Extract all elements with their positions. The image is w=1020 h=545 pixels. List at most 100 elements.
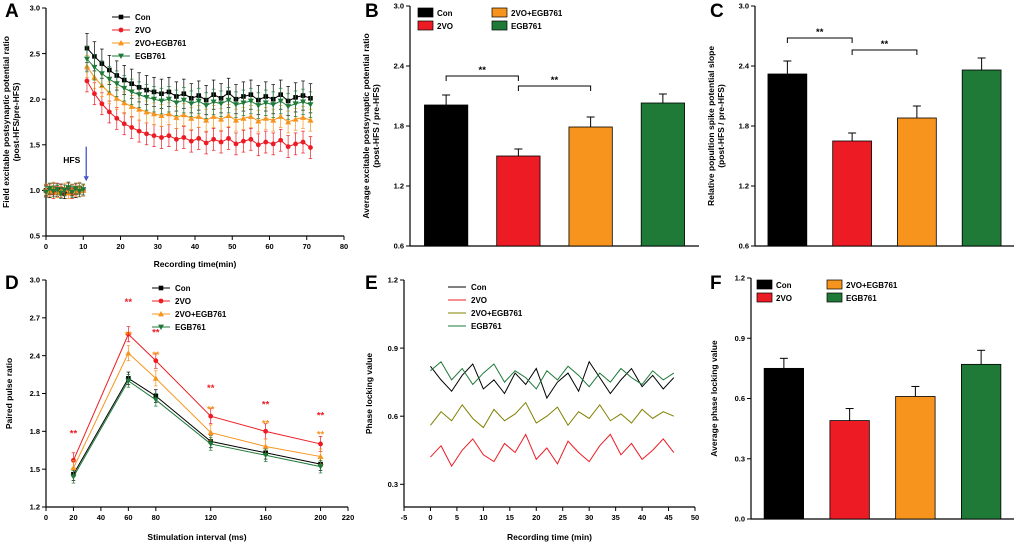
svg-text:220: 220 bbox=[342, 513, 355, 522]
svg-text:2VO: 2VO bbox=[437, 22, 453, 31]
svg-text:2VO: 2VO bbox=[135, 26, 151, 35]
svg-text:(post-HFS / pre-HFS): (post-HFS / pre-HFS) bbox=[716, 84, 726, 168]
svg-text:10: 10 bbox=[79, 242, 87, 251]
svg-text:80: 80 bbox=[340, 242, 348, 251]
svg-text:40: 40 bbox=[191, 242, 199, 251]
panel-letter-d: D bbox=[5, 273, 19, 294]
svg-text:60: 60 bbox=[265, 242, 273, 251]
svg-text:2VO: 2VO bbox=[175, 297, 191, 306]
svg-text:70: 70 bbox=[303, 242, 311, 251]
svg-text:2.7: 2.7 bbox=[30, 314, 40, 323]
svg-text:EGB761: EGB761 bbox=[135, 52, 166, 61]
svg-text:45: 45 bbox=[664, 513, 672, 522]
svg-text:2.0: 2.0 bbox=[30, 95, 40, 104]
svg-text:1.2: 1.2 bbox=[735, 274, 745, 283]
legend: Con 2VO 2VO+EGB761 EGB761 bbox=[152, 284, 227, 332]
svg-text:-5: -5 bbox=[401, 513, 408, 522]
svg-text:EGB761: EGB761 bbox=[846, 294, 877, 303]
svg-text:Average phase locking value: Average phase locking value bbox=[709, 340, 719, 457]
svg-text:2.1: 2.1 bbox=[30, 389, 40, 398]
svg-text:40: 40 bbox=[638, 513, 646, 522]
svg-text:40: 40 bbox=[97, 513, 105, 522]
svg-text:60: 60 bbox=[124, 513, 132, 522]
svg-text:1.8: 1.8 bbox=[30, 427, 40, 436]
chart-average-phase-locking-bar: 0.0 0.3 0.6 0.9 1.2 Average phase locking val… bbox=[709, 274, 1014, 524]
svg-text:0.0: 0.0 bbox=[735, 515, 745, 524]
plot-data bbox=[767, 57, 1002, 247]
svg-text:Con: Con bbox=[175, 284, 191, 293]
panel-letter-c: C bbox=[710, 1, 724, 22]
svg-text:80: 80 bbox=[152, 513, 160, 522]
svg-text:EGB761: EGB761 bbox=[471, 322, 502, 331]
axes: 1.2 1.5 1.8 2.1 2.4 2.7 3.0 0 20 40 60 80 120 160 200 2… bbox=[4, 276, 354, 542]
svg-text:Relative popultion spike poten: Relative popultion spike potential slope bbox=[706, 46, 716, 206]
svg-text:1.2: 1.2 bbox=[739, 182, 749, 191]
svg-text:2VO+EGB761: 2VO+EGB761 bbox=[471, 309, 523, 318]
svg-text:3.0: 3.0 bbox=[394, 2, 404, 11]
svg-text:**: ** bbox=[317, 430, 325, 441]
legend: Con 2VO 2VO+EGB761 EGB761 bbox=[112, 13, 187, 61]
svg-text:EGB761: EGB761 bbox=[511, 22, 542, 31]
svg-text:160: 160 bbox=[259, 513, 272, 522]
svg-text:2VO+EGB761: 2VO+EGB761 bbox=[846, 281, 898, 290]
chart-population-spike-bar: 0.6 1.2 1.8 2.4 3.0 Relative popultion spike … bbox=[706, 2, 1014, 251]
panel-c: C 0.6 1.2 1.8 2.4 3.0 Relative popultion spik… bbox=[705, 0, 1020, 272]
panel-e: E 0.3 0.6 0.9 1.2 -5 0 5 10 15 20 25 30 35 40 45 50 Reco… bbox=[360, 272, 705, 545]
svg-text:0.9: 0.9 bbox=[388, 344, 398, 353]
svg-text:EGB761: EGB761 bbox=[175, 323, 206, 332]
svg-text:1.2: 1.2 bbox=[394, 182, 404, 191]
svg-text:Con: Con bbox=[471, 283, 487, 292]
svg-text:**: ** bbox=[70, 428, 78, 439]
axes: 0.5 1.0 1.5 2.0 2.5 3.0 0 10 20 30 40 50 60 70 80 Recor… bbox=[1, 4, 348, 269]
panel-b: B 0.6 1.2 1.8 2.4 3.0 Average excitable posts… bbox=[360, 0, 705, 272]
svg-text:**: ** bbox=[479, 65, 487, 76]
svg-text:**: ** bbox=[816, 27, 824, 38]
svg-text:5: 5 bbox=[455, 513, 459, 522]
svg-text:**: ** bbox=[881, 39, 889, 50]
chart-phase-locking-timecourse: 0.3 0.6 0.9 1.2 -5 0 5 10 15 20 25 30 35 40 45 50 Record… bbox=[364, 276, 699, 542]
svg-text:HFS: HFS bbox=[63, 155, 80, 165]
svg-text:0.5: 0.5 bbox=[30, 232, 40, 241]
chart-paired-pulse-ratio: 1.2 1.5 1.8 2.1 2.4 2.7 3.0 0 20 40 60 80 120 160 200 2… bbox=[4, 276, 354, 542]
svg-text:Recording time(min): Recording time(min) bbox=[154, 259, 237, 269]
svg-text:200: 200 bbox=[314, 513, 327, 522]
annotations: HFS bbox=[63, 146, 89, 182]
svg-text:Con: Con bbox=[135, 13, 151, 22]
svg-text:**: ** bbox=[317, 411, 325, 422]
svg-text:2VO+EGB761: 2VO+EGB761 bbox=[175, 310, 227, 319]
svg-text:**: ** bbox=[125, 330, 133, 341]
svg-text:(post-HFS / pre-HFS): (post-HFS / pre-HFS) bbox=[371, 84, 381, 168]
svg-text:3.0: 3.0 bbox=[30, 4, 40, 13]
svg-text:35: 35 bbox=[611, 513, 619, 522]
svg-text:**: ** bbox=[152, 350, 160, 361]
legend: Con 2VO 2VO+EGB761 EGB761 bbox=[417, 7, 563, 31]
svg-text:3.0: 3.0 bbox=[30, 276, 40, 285]
svg-text:**: ** bbox=[207, 404, 215, 415]
legend: Con 2VO 2VO+EGB761 EGB761 bbox=[756, 279, 898, 303]
chart-average-epsp-bar: 0.6 1.2 1.8 2.4 3.0 Average excitable postsyn… bbox=[361, 2, 699, 251]
svg-text:Recording time (min): Recording time (min) bbox=[507, 532, 592, 542]
svg-text:1.2: 1.2 bbox=[30, 503, 40, 512]
svg-text:20: 20 bbox=[532, 513, 540, 522]
svg-text:2.5: 2.5 bbox=[30, 49, 40, 58]
annotations: ** ** bbox=[445, 65, 592, 91]
plot-data bbox=[70, 326, 324, 484]
svg-text:0: 0 bbox=[44, 242, 48, 251]
svg-text:0.9: 0.9 bbox=[735, 334, 745, 343]
svg-text:Average excitable postsynaptic: Average excitable postsynaptic potential… bbox=[361, 33, 371, 218]
plot-data bbox=[424, 93, 685, 247]
plot-data bbox=[430, 360, 675, 468]
svg-text:Stimulation interval (ms): Stimulation interval (ms) bbox=[147, 532, 246, 542]
svg-text:2.4: 2.4 bbox=[30, 351, 41, 360]
svg-text:Paired pulse ratio: Paired pulse ratio bbox=[4, 358, 14, 429]
svg-text:1.0: 1.0 bbox=[30, 186, 40, 195]
svg-text:0.6: 0.6 bbox=[739, 242, 749, 251]
svg-text:Field excitable postsynaptic p: Field excitable postsynaptic potential r… bbox=[1, 36, 11, 208]
svg-text:20: 20 bbox=[116, 242, 124, 251]
svg-text:25: 25 bbox=[559, 513, 567, 522]
panel-letter-e: E bbox=[365, 273, 378, 294]
svg-text:0.6: 0.6 bbox=[735, 394, 745, 403]
svg-text:2VO+EGB761: 2VO+EGB761 bbox=[135, 39, 187, 48]
svg-text:2.4: 2.4 bbox=[739, 62, 750, 71]
